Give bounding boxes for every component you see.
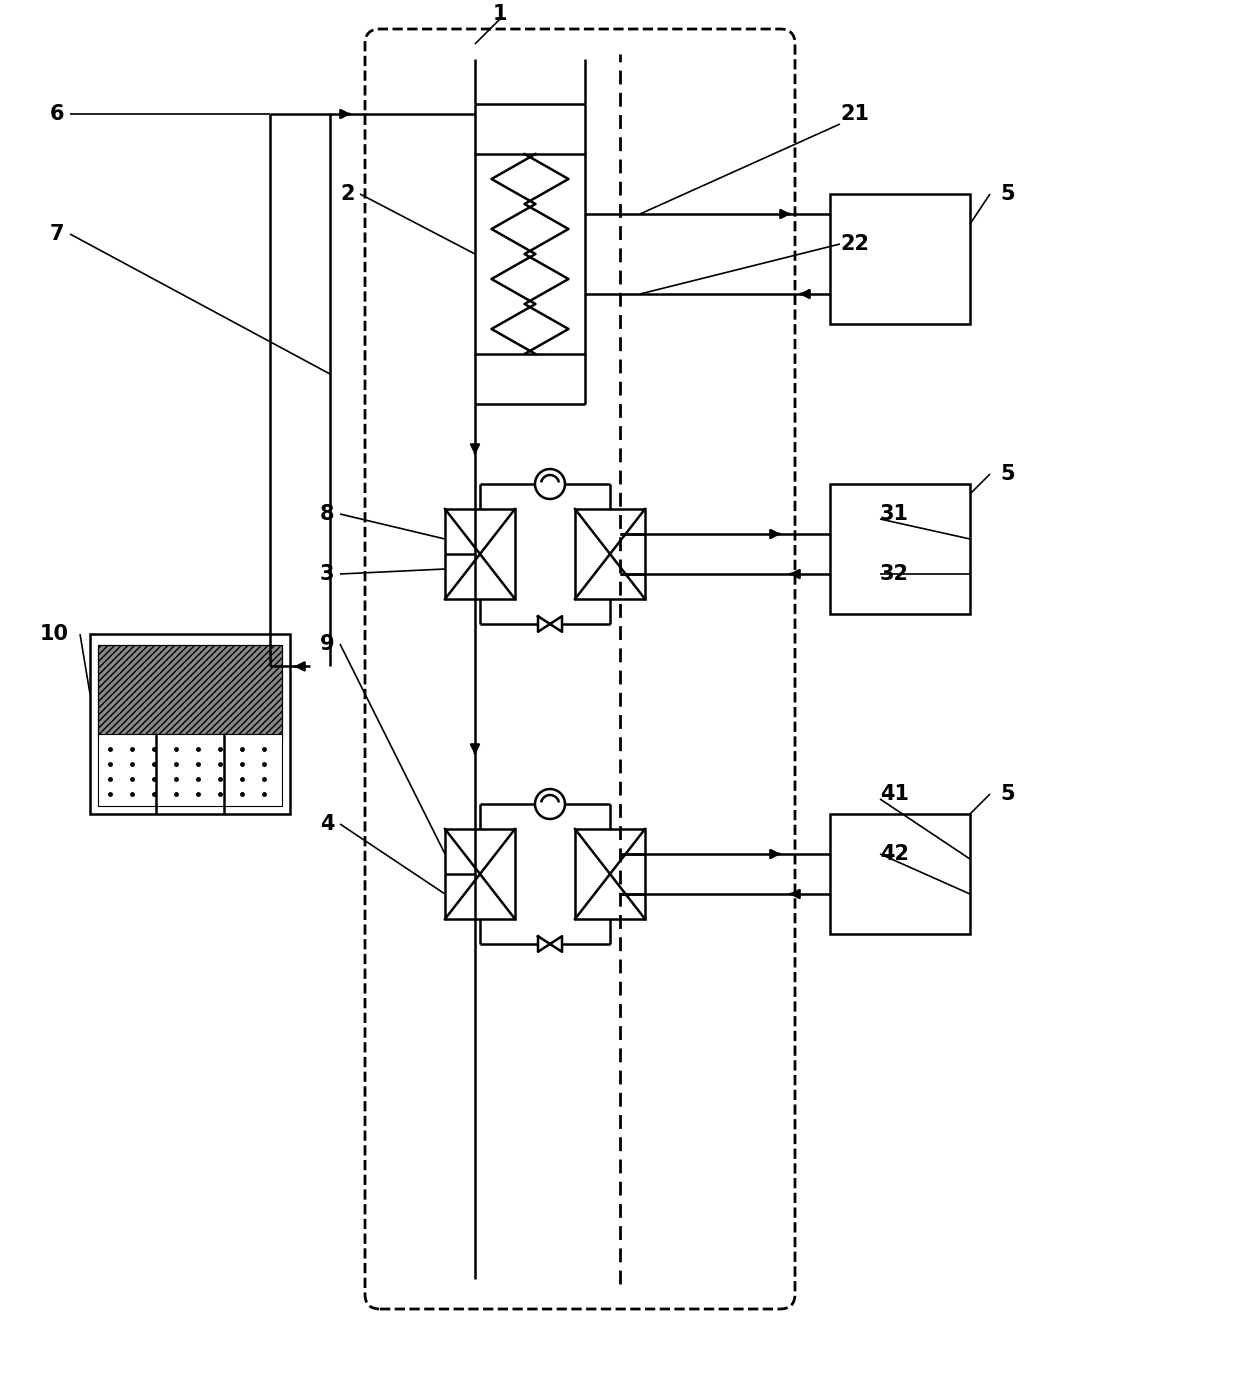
FancyBboxPatch shape — [365, 29, 795, 1309]
Text: 2: 2 — [340, 184, 355, 203]
FancyBboxPatch shape — [830, 484, 970, 614]
Text: 5: 5 — [999, 464, 1014, 484]
FancyBboxPatch shape — [445, 829, 515, 919]
Text: 10: 10 — [40, 624, 69, 644]
Text: 21: 21 — [839, 104, 869, 124]
Text: 7: 7 — [50, 224, 64, 245]
FancyBboxPatch shape — [830, 813, 970, 934]
FancyBboxPatch shape — [91, 633, 290, 813]
FancyBboxPatch shape — [98, 644, 281, 738]
Text: 32: 32 — [880, 563, 909, 584]
FancyBboxPatch shape — [830, 194, 970, 324]
FancyBboxPatch shape — [575, 829, 645, 919]
Text: 41: 41 — [880, 785, 909, 804]
Text: 1: 1 — [492, 4, 507, 23]
Text: 6: 6 — [50, 104, 64, 124]
Text: 22: 22 — [839, 234, 869, 254]
FancyBboxPatch shape — [575, 508, 645, 599]
Text: 31: 31 — [880, 504, 909, 523]
Text: 42: 42 — [880, 844, 909, 864]
Text: 5: 5 — [999, 184, 1014, 203]
Text: 4: 4 — [320, 813, 335, 834]
Text: 5: 5 — [999, 785, 1014, 804]
Text: 3: 3 — [320, 563, 335, 584]
FancyBboxPatch shape — [475, 154, 585, 354]
FancyBboxPatch shape — [445, 508, 515, 599]
Text: 9: 9 — [320, 633, 335, 654]
FancyBboxPatch shape — [98, 734, 281, 807]
Text: 8: 8 — [320, 504, 335, 523]
